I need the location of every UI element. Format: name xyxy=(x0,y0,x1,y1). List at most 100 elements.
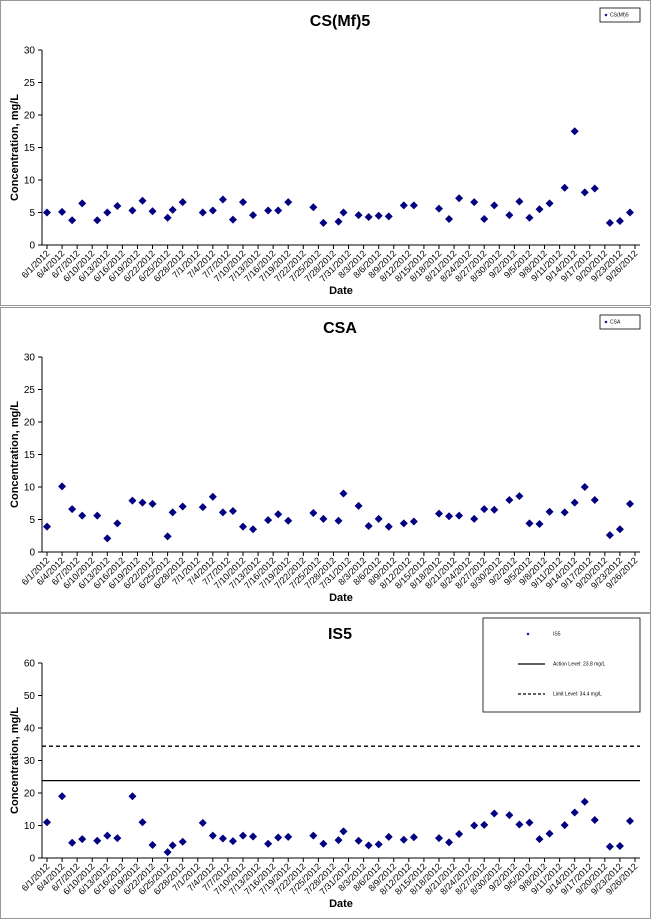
y-tick-label: 10 xyxy=(24,176,36,187)
data-point xyxy=(545,829,554,838)
data-point xyxy=(364,522,373,530)
data-point xyxy=(580,188,589,197)
y-tick-label: 40 xyxy=(24,724,36,735)
chart-title: IS5 xyxy=(328,626,352,643)
data-point xyxy=(334,836,343,845)
y-tick-label: 10 xyxy=(24,483,36,494)
data-point xyxy=(505,811,514,820)
data-point xyxy=(580,797,589,806)
data-point xyxy=(103,534,112,543)
data-point xyxy=(515,197,524,206)
data-point xyxy=(228,507,237,516)
data-point xyxy=(58,207,67,216)
y-tick-label: 20 xyxy=(24,111,36,122)
chart-title: CS(Mf)5 xyxy=(310,13,371,30)
data-point xyxy=(409,201,418,210)
data-point xyxy=(545,507,554,516)
data-point xyxy=(560,183,569,192)
data-point xyxy=(570,498,579,507)
y-tick-label: 25 xyxy=(24,78,36,89)
data-point xyxy=(78,199,87,208)
data-point xyxy=(525,818,534,827)
data-point xyxy=(364,841,373,850)
data-point xyxy=(93,511,102,520)
data-point xyxy=(274,833,283,842)
data-point xyxy=(505,496,514,504)
y-axis-label: Concentration, mg/L xyxy=(9,401,21,508)
data-point xyxy=(168,205,177,214)
data-point xyxy=(560,508,569,517)
data-point xyxy=(605,842,614,851)
data-point xyxy=(470,821,479,830)
y-tick-label: 5 xyxy=(29,515,35,526)
x-axis-label: Date xyxy=(329,898,353,910)
data-point xyxy=(163,848,172,857)
data-point xyxy=(138,818,147,827)
data-point xyxy=(560,821,569,830)
y-tick-label: 30 xyxy=(24,353,36,364)
data-point xyxy=(113,834,122,843)
data-point xyxy=(103,208,112,217)
data-point xyxy=(319,218,328,227)
data-point xyxy=(445,512,454,521)
data-point xyxy=(163,532,172,541)
y-tick-label: 30 xyxy=(24,46,36,57)
legend-label: CS(Mf)5 xyxy=(610,13,629,19)
data-point xyxy=(43,522,51,531)
data-point xyxy=(113,202,122,210)
y-tick-label: 20 xyxy=(24,789,36,800)
data-point xyxy=(208,831,217,840)
data-point xyxy=(545,199,554,208)
data-point xyxy=(435,834,443,843)
data-point xyxy=(374,211,383,220)
data-point xyxy=(274,206,283,215)
data-point xyxy=(228,215,237,224)
data-point xyxy=(605,531,614,540)
data-point xyxy=(384,522,393,531)
data-point xyxy=(274,510,283,519)
data-point xyxy=(148,841,157,849)
data-point xyxy=(354,836,363,845)
legend-marker xyxy=(526,632,530,636)
data-point xyxy=(364,213,373,222)
data-point xyxy=(590,815,599,824)
y-axis-label: Concentration, mg/L xyxy=(9,94,21,201)
y-tick-label: 5 xyxy=(29,208,35,219)
data-point xyxy=(535,520,544,529)
data-point xyxy=(525,213,534,222)
data-point xyxy=(68,838,77,847)
chart-title: CSA xyxy=(323,320,357,337)
data-point xyxy=(239,198,247,207)
data-point xyxy=(78,511,87,520)
legend-label: Action Level: 23.8 mg/L xyxy=(553,662,605,668)
data-point xyxy=(249,832,258,841)
legend-marker xyxy=(604,320,608,324)
data-point xyxy=(354,501,363,510)
data-point xyxy=(384,212,393,221)
x-axis-label: Date xyxy=(329,285,353,297)
data-point xyxy=(264,516,273,525)
data-point xyxy=(570,808,579,817)
data-point xyxy=(264,839,273,848)
data-point xyxy=(470,198,479,207)
y-tick-label: 25 xyxy=(24,385,36,396)
data-point xyxy=(339,208,348,217)
data-point xyxy=(93,836,102,845)
data-point xyxy=(208,206,217,215)
y-tick-label: 30 xyxy=(24,756,36,767)
data-point xyxy=(409,833,418,842)
data-point xyxy=(490,505,499,514)
data-point xyxy=(319,839,328,848)
legend-label: Limit Level: 34.4 mg/L xyxy=(553,692,602,698)
data-point xyxy=(535,835,544,844)
data-point xyxy=(103,831,112,840)
legend-label: CSA xyxy=(610,320,621,326)
x-axis-label: Date xyxy=(329,592,353,604)
data-point xyxy=(58,792,67,801)
data-point xyxy=(339,489,348,498)
data-point xyxy=(93,216,102,225)
legend-label: IS5 xyxy=(553,632,561,638)
data-point xyxy=(455,194,464,203)
